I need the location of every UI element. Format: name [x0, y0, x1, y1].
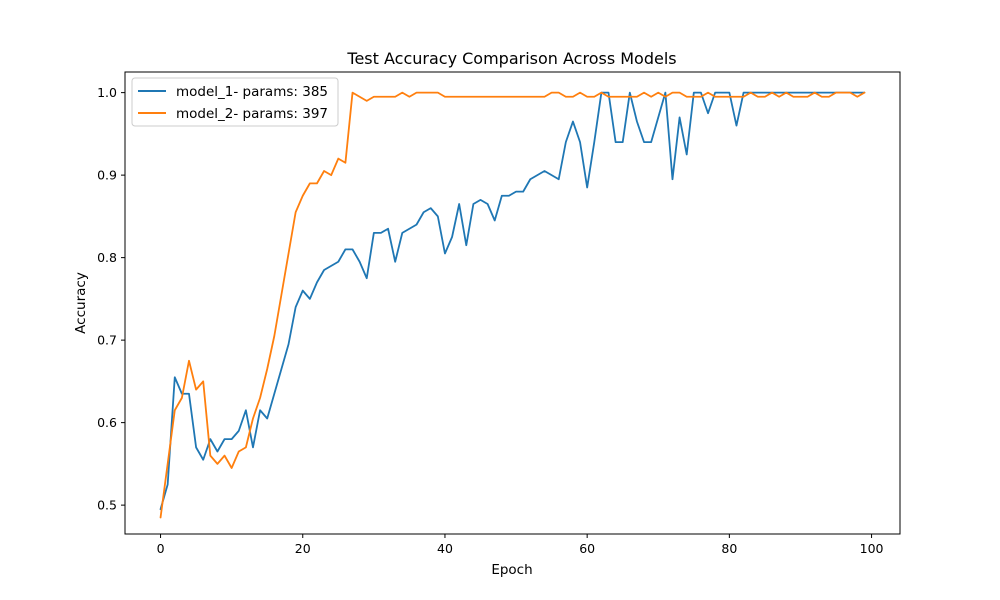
chart-title: Test Accuracy Comparison Across Models [346, 49, 676, 68]
y-axis: 0.5 0.6 0.7 0.8 0.9 1.0 [97, 85, 125, 513]
y-tick-label: 0.9 [97, 168, 117, 183]
plot-area [124, 71, 901, 535]
y-tick-label: 1.0 [97, 85, 117, 100]
y-axis-title: Accuracy [73, 272, 89, 334]
series-layer [159, 91, 866, 519]
legend-label-model-1: model_1- params: 385 [176, 84, 328, 100]
legend: model_1- params: 385 model_2- params: 39… [131, 77, 339, 127]
x-tick-label: 40 [437, 541, 453, 556]
legend-box [131, 77, 339, 127]
x-tick-label: 80 [721, 541, 737, 556]
x-axis: 0 20 40 60 80 100 [157, 534, 884, 556]
y-tick-label: 0.6 [97, 415, 117, 430]
series-line-model-2 [159, 91, 866, 519]
x-axis-title: Epoch [491, 562, 532, 578]
legend-label-model-2: model_2- params: 397 [176, 106, 328, 122]
series-line-model-1 [159, 91, 866, 511]
y-tick-label: 0.8 [97, 250, 117, 265]
y-tick-label: 0.5 [97, 498, 117, 513]
plot-frame [124, 71, 901, 535]
y-tick-label: 0.7 [97, 333, 117, 348]
x-tick-label: 20 [295, 541, 311, 556]
x-tick-label: 60 [579, 541, 595, 556]
x-tick-label: 0 [157, 541, 165, 556]
x-tick-label: 100 [860, 541, 884, 556]
